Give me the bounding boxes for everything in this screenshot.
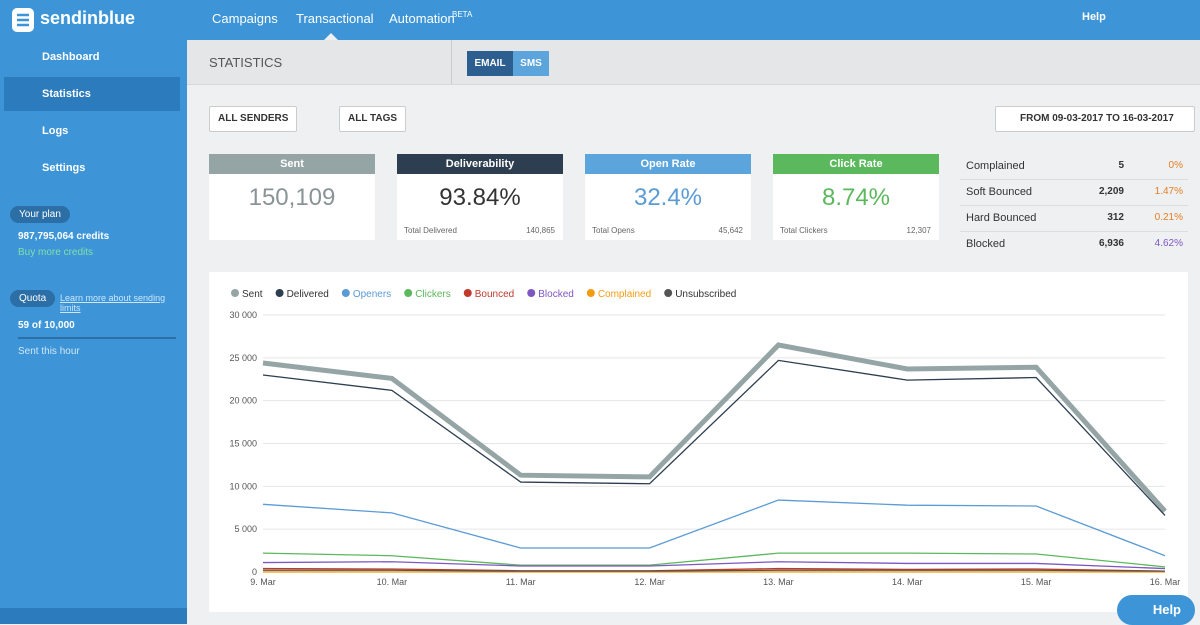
x-tick-label: 10. Mar: [377, 577, 408, 587]
stat-value: 5: [1064, 160, 1124, 171]
y-tick-label: 10 000: [229, 481, 257, 491]
stat-divider: [960, 231, 1188, 232]
legend-label: Complained: [598, 289, 651, 300]
card-value: 93.84%: [397, 184, 563, 212]
card-header: Open Rate: [585, 154, 751, 174]
y-tick-label: 30 000: [229, 310, 257, 320]
card-foot-value: 12,307: [873, 226, 931, 235]
legend-marker: [404, 289, 412, 297]
stat-label: Soft Bounced: [966, 186, 1032, 198]
legend-marker: [664, 289, 672, 297]
card-foot-label: Total Opens: [592, 226, 635, 235]
y-tick-label: 0: [252, 567, 257, 577]
stat-divider: [960, 179, 1188, 180]
legend-marker: [527, 289, 535, 297]
card-header: Click Rate: [773, 154, 939, 174]
y-tick-label: 5 000: [234, 524, 257, 534]
stat-label: Complained: [966, 160, 1025, 172]
legend-label: Delivered: [287, 289, 329, 300]
stat-divider: [960, 205, 1188, 206]
legend-label: Bounced: [475, 289, 514, 300]
legend-label: Unsubscribed: [675, 289, 736, 300]
stat-rate: 0%: [1130, 160, 1183, 171]
y-tick-label: 25 000: [229, 353, 257, 363]
stat-value: 312: [1064, 212, 1124, 223]
stat-label: Blocked: [966, 238, 1005, 250]
card-value: 32.4%: [585, 184, 751, 212]
legend-marker: [464, 289, 472, 297]
y-tick-label: 20 000: [229, 396, 257, 406]
stat-rate: 1.47%: [1130, 186, 1183, 197]
x-tick-label: 11. Mar: [506, 577, 536, 587]
legend-marker: [276, 289, 284, 297]
stat-label: Hard Bounced: [966, 212, 1036, 224]
legend-marker: [342, 289, 350, 297]
card-foot-value: 45,642: [685, 226, 743, 235]
legend-marker: [587, 289, 595, 297]
series-line: [263, 500, 1165, 556]
x-tick-label: 14. Mar: [892, 577, 923, 587]
legend-label: Clickers: [415, 289, 451, 300]
series-line: [263, 553, 1165, 567]
legend-label: Blocked: [538, 289, 574, 300]
series-line: [263, 562, 1165, 569]
x-tick-label: 9. Mar: [250, 577, 276, 587]
card-value: 150,109: [209, 184, 375, 212]
x-tick-label: 13. Mar: [763, 577, 794, 587]
stat-value: 2,209: [1064, 186, 1124, 197]
card-header: Sent: [209, 154, 375, 174]
card-header: Deliverability: [397, 154, 563, 174]
card-foot-value: 140,865: [497, 226, 555, 235]
stat-rate: 4.62%: [1130, 238, 1183, 249]
legend-label: Sent: [242, 289, 263, 300]
card-foot-label: Total Delivered: [404, 226, 457, 235]
x-tick-label: 16. Mar: [1150, 577, 1181, 587]
help-button[interactable]: Help: [1117, 595, 1195, 625]
card-value: 8.74%: [773, 184, 939, 212]
legend-marker: [231, 289, 239, 297]
y-tick-label: 15 000: [229, 439, 257, 449]
stat-value: 6,936: [1064, 238, 1124, 249]
x-tick-label: 12. Mar: [634, 577, 665, 587]
card-foot-label: Total Clickers: [780, 226, 828, 235]
stat-rate: 0.21%: [1130, 212, 1183, 223]
legend-label: Openers: [353, 289, 391, 300]
x-tick-label: 15. Mar: [1021, 577, 1052, 587]
series-line: [263, 570, 1165, 571]
